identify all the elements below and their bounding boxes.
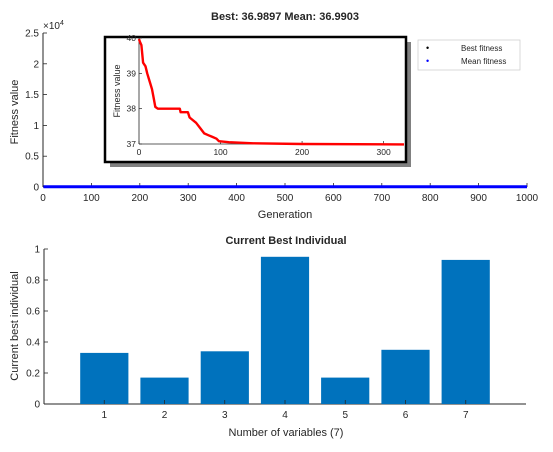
fitness-y-tick-label: 2 bbox=[33, 59, 39, 70]
inset-y-tick-label: 38 bbox=[127, 104, 137, 114]
bar-x-tick-label: 3 bbox=[222, 410, 228, 421]
fitness-y-tick-label: 1 bbox=[33, 121, 39, 132]
fitness-y-tick-label: 2.5 bbox=[25, 29, 39, 40]
bar-variable-2 bbox=[140, 377, 189, 404]
fitness-y-tick-label: 0.5 bbox=[25, 152, 39, 163]
bar-y-tick-label: 1 bbox=[34, 245, 40, 256]
bar-x-axis-label: Number of variables (7) bbox=[229, 427, 344, 439]
best-individual-chart: Current Best Individual 0 0.2 0.4 0.6 0.8 1 1… bbox=[9, 235, 526, 439]
legend-marker-best: • bbox=[426, 43, 429, 53]
fitness-plot: Best: 36.9897 Mean: 36.9903 ×104 0 0.5 1 1.… bbox=[9, 11, 539, 221]
fitness-x-tick-label: 800 bbox=[422, 193, 439, 204]
inset-x-tick-label: 200 bbox=[295, 147, 309, 157]
bar-y-axis-label: Current best individual bbox=[9, 271, 21, 380]
bar-variable-3 bbox=[200, 351, 249, 404]
bar-x-tick-label: 6 bbox=[403, 410, 409, 421]
bar-variable-5 bbox=[321, 377, 370, 404]
fitness-x-tick-label: 200 bbox=[131, 193, 148, 204]
bar-y-tick-label: 0.8 bbox=[26, 276, 40, 287]
legend: • Best fitness • Mean fitness bbox=[417, 39, 521, 71]
inset-y-tick-label: 40 bbox=[127, 33, 137, 43]
fitness-x-tick-label: 0 bbox=[40, 193, 46, 204]
fitness-y-axis-label: Fitness value bbox=[9, 80, 21, 145]
legend-box bbox=[417, 39, 521, 71]
bar-chart-title: Current Best Individual bbox=[225, 235, 346, 247]
bar-x-tick-label: 2 bbox=[162, 410, 168, 421]
bar-y-tick-label: 0 bbox=[34, 400, 40, 411]
fitness-y-tick-label: 0 bbox=[33, 183, 39, 194]
bar-x-tick-label: 4 bbox=[282, 410, 288, 421]
bar-x-tick-label: 1 bbox=[101, 410, 107, 421]
bar-variable-6 bbox=[381, 349, 430, 405]
fitness-y-tick-label: 1.5 bbox=[25, 90, 39, 101]
inset-y-tick-label: 37 bbox=[127, 139, 137, 149]
fitness-x-tick-label: 100 bbox=[83, 193, 100, 204]
inset-x-tick-label: 100 bbox=[213, 147, 227, 157]
fitness-x-tick-label: 400 bbox=[228, 193, 245, 204]
fitness-x-tick-label: 300 bbox=[180, 193, 197, 204]
inset-x-tick-label: 0 bbox=[137, 147, 142, 157]
fitness-x-tick-label: 1000 bbox=[516, 193, 539, 204]
inset-x-tick-label: 300 bbox=[377, 147, 391, 157]
fitness-x-axis-label: Generation bbox=[258, 209, 312, 221]
bar-x-tick-label: 7 bbox=[463, 410, 469, 421]
inset-y-axis-label: Fitness value bbox=[112, 64, 122, 117]
legend-best-label: Best fitness bbox=[461, 44, 502, 53]
bar-variable-7 bbox=[441, 259, 490, 404]
inset-plot: 37 38 39 40 0 100 200 300 Fitness value bbox=[103, 33, 411, 167]
fitness-plot-title: Best: 36.9897 Mean: 36.9903 bbox=[211, 11, 359, 23]
bar-y-tick-label: 0.2 bbox=[26, 369, 40, 380]
y-exponent-label: ×104 bbox=[43, 20, 64, 32]
inset-best-fitness-line bbox=[137, 38, 405, 146]
bar-variable-1 bbox=[80, 352, 129, 404]
fitness-x-tick-label: 600 bbox=[325, 193, 342, 204]
bar-variable-4 bbox=[260, 256, 310, 405]
inset-y-tick-label: 39 bbox=[127, 68, 137, 78]
bar-y-tick-label: 0.4 bbox=[26, 338, 40, 349]
fitness-x-tick-label: 700 bbox=[373, 193, 390, 204]
legend-marker-mean: • bbox=[426, 56, 429, 66]
bar-x-tick-label: 5 bbox=[342, 410, 348, 421]
fitness-x-tick-label: 500 bbox=[277, 193, 294, 204]
bar-y-tick-label: 0.6 bbox=[26, 307, 40, 318]
fitness-x-tick-label: 900 bbox=[470, 193, 487, 204]
legend-mean-label: Mean fitness bbox=[461, 57, 506, 66]
